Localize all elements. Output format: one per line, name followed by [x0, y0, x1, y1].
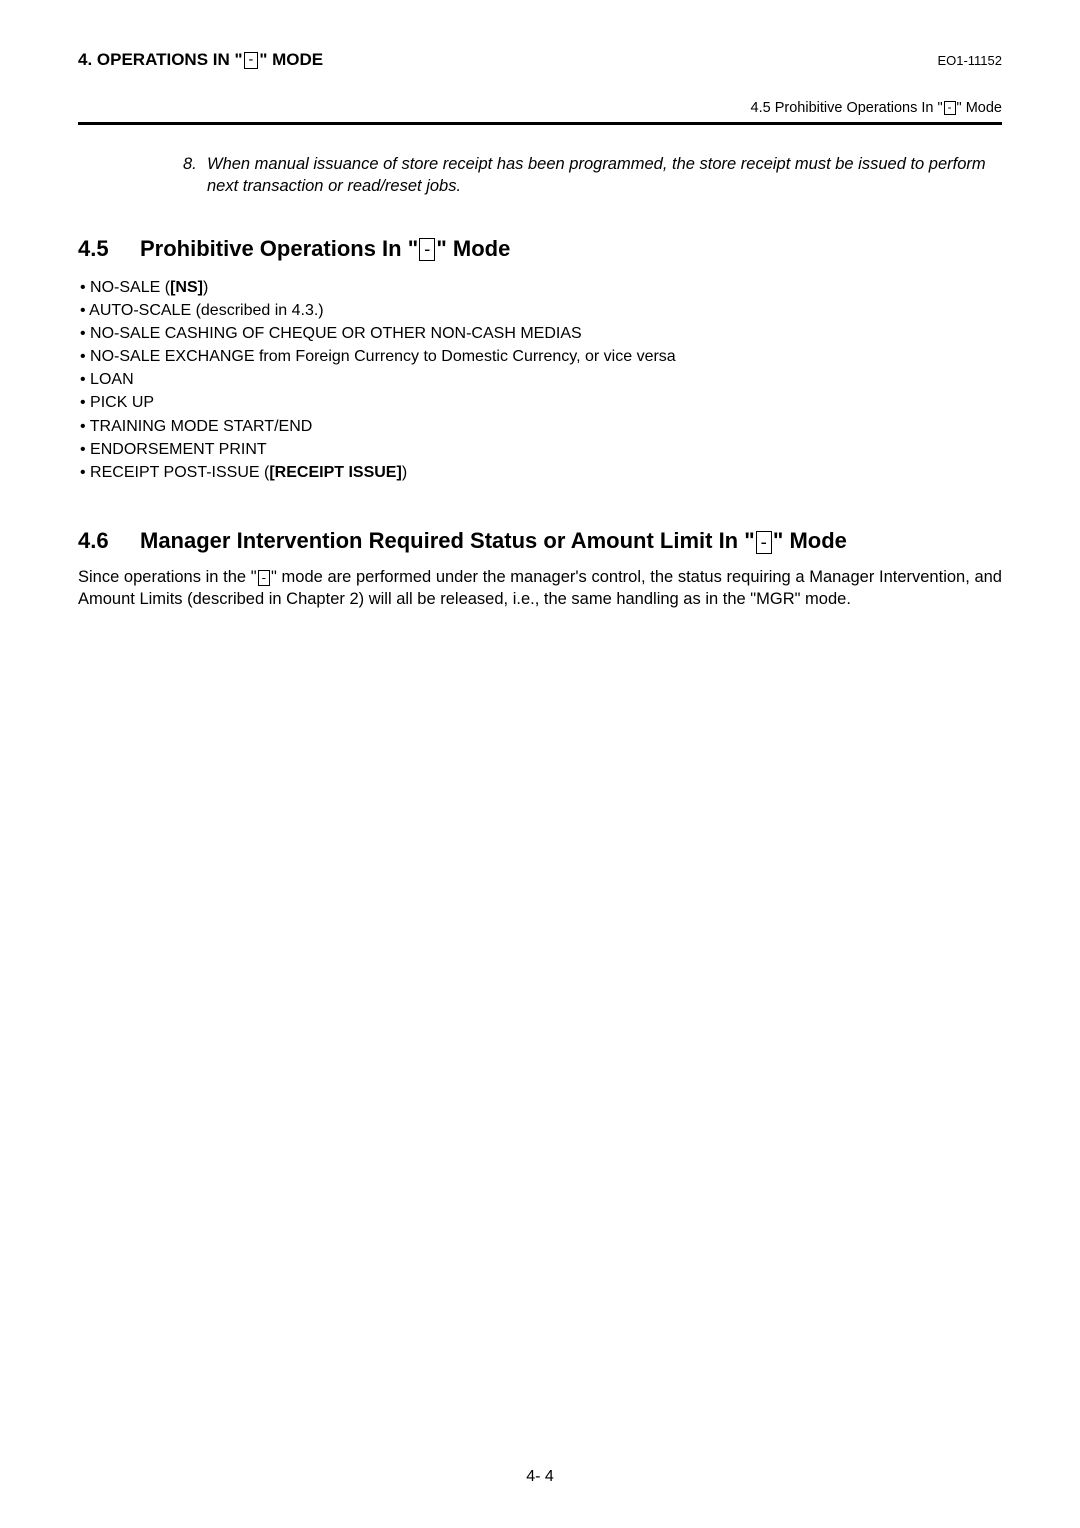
subheader-prefix: 4.5 Prohibitive Operations In ": [751, 100, 943, 116]
key-box-icon: -: [944, 101, 956, 115]
key-box-icon: -: [756, 531, 772, 554]
list-item: RECEIPT POST-ISSUE ([RECEIPT ISSUE]): [78, 461, 1002, 484]
section-45-heading: 4.5 Prohibitive Operations In "-" Mode: [78, 236, 1002, 262]
list-item: NO-SALE ([NS]): [78, 276, 1002, 299]
subheader-suffix: " Mode: [957, 100, 1002, 116]
divider: [78, 122, 1002, 125]
list-item: ENDORSEMENT PRINT: [78, 438, 1002, 461]
list-item: AUTO-SCALE (described in 4.3.): [78, 299, 1002, 322]
list-item: NO-SALE CASHING OF CHEQUE OR OTHER NON-C…: [78, 322, 1002, 345]
key-box-icon: -: [244, 52, 259, 70]
key-box-icon: -: [419, 238, 435, 261]
page-number: 4- 4: [0, 1468, 1080, 1486]
list-item: LOAN: [78, 368, 1002, 391]
section-45-title: Prohibitive Operations In "-" Mode: [140, 236, 510, 262]
note-block: 8. When manual issuance of store receipt…: [78, 153, 1002, 198]
chapter-title-prefix: 4. OPERATIONS IN ": [78, 50, 243, 69]
chapter-title-suffix: " MODE: [259, 50, 323, 69]
section-46-title: Manager Intervention Required Status or …: [140, 528, 847, 554]
section-46-heading: 4.6 Manager Intervention Required Status…: [78, 528, 1002, 554]
key-box-icon: -: [258, 570, 270, 586]
note-number: 8.: [183, 153, 207, 198]
header-row: 4. OPERATIONS IN "-" MODE EO1-11152: [78, 50, 1002, 70]
section-46-paragraph: Since operations in the "-" mode are per…: [78, 566, 1002, 611]
section-45-num: 4.5: [78, 236, 140, 262]
note-body: When manual issuance of store receipt ha…: [207, 153, 1002, 198]
list-item: NO-SALE EXCHANGE from Foreign Currency t…: [78, 345, 1002, 368]
subheader: 4.5 Prohibitive Operations In "-" Mode: [78, 100, 1002, 116]
prohibitive-list: NO-SALE ([NS])AUTO-SCALE (described in 4…: [78, 276, 1002, 485]
section-46-num: 4.6: [78, 528, 140, 554]
chapter-title: 4. OPERATIONS IN "-" MODE: [78, 50, 323, 70]
list-item: PICK UP: [78, 391, 1002, 414]
doc-number: EO1-11152: [937, 53, 1002, 68]
list-item: TRAINING MODE START/END: [78, 415, 1002, 438]
